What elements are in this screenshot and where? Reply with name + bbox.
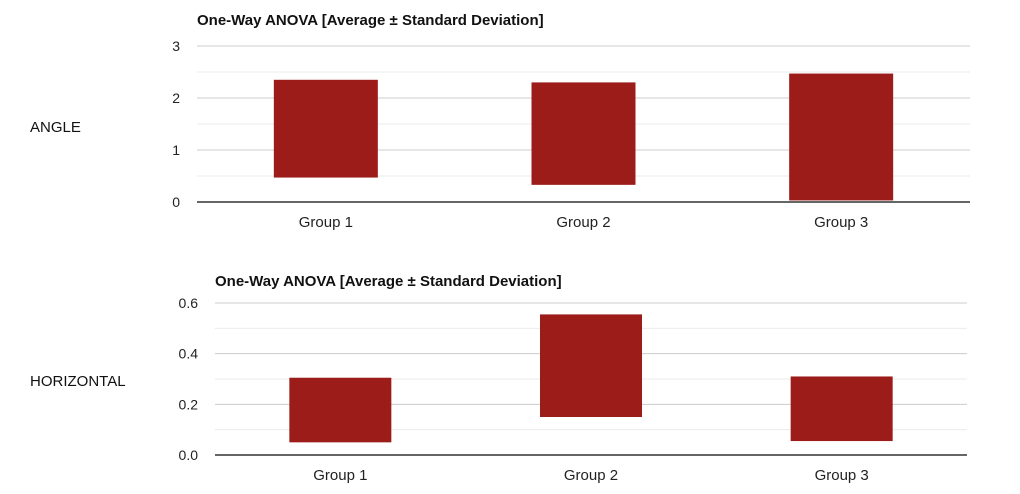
bar-group-2 [531,82,636,185]
y-tick-label: 0.6 [179,295,199,311]
y-tick-label: 2 [172,90,180,106]
x-tick-label: Group 2 [564,467,618,484]
y-tick-label: 0.4 [179,346,199,362]
x-tick-label: Group 3 [815,467,869,484]
row-label-angle: ANGLE [30,119,81,136]
x-tick-label: Group 2 [556,214,610,231]
y-tick-label: 0.2 [179,396,199,412]
y-tick-label: 1 [172,142,180,158]
bar-group-2 [540,314,642,417]
chart-title: One-Way ANOVA [Average ± Standard Deviat… [215,273,562,290]
y-tick-label: 0.0 [179,447,199,463]
y-tick-label: 3 [172,38,180,54]
x-tick-label: Group 1 [313,467,367,484]
bar-group-1 [289,377,392,443]
y-tick-label: 0 [172,194,180,210]
row-label-horizontal: HORIZONTAL [30,373,126,390]
bar-group-1 [273,79,378,178]
bar-group-3 [789,73,894,201]
x-tick-label: Group 3 [814,214,868,231]
chart-title: One-Way ANOVA [Average ± Standard Deviat… [197,12,544,29]
x-tick-label: Group 1 [299,214,353,231]
bar-group-3 [790,376,893,442]
